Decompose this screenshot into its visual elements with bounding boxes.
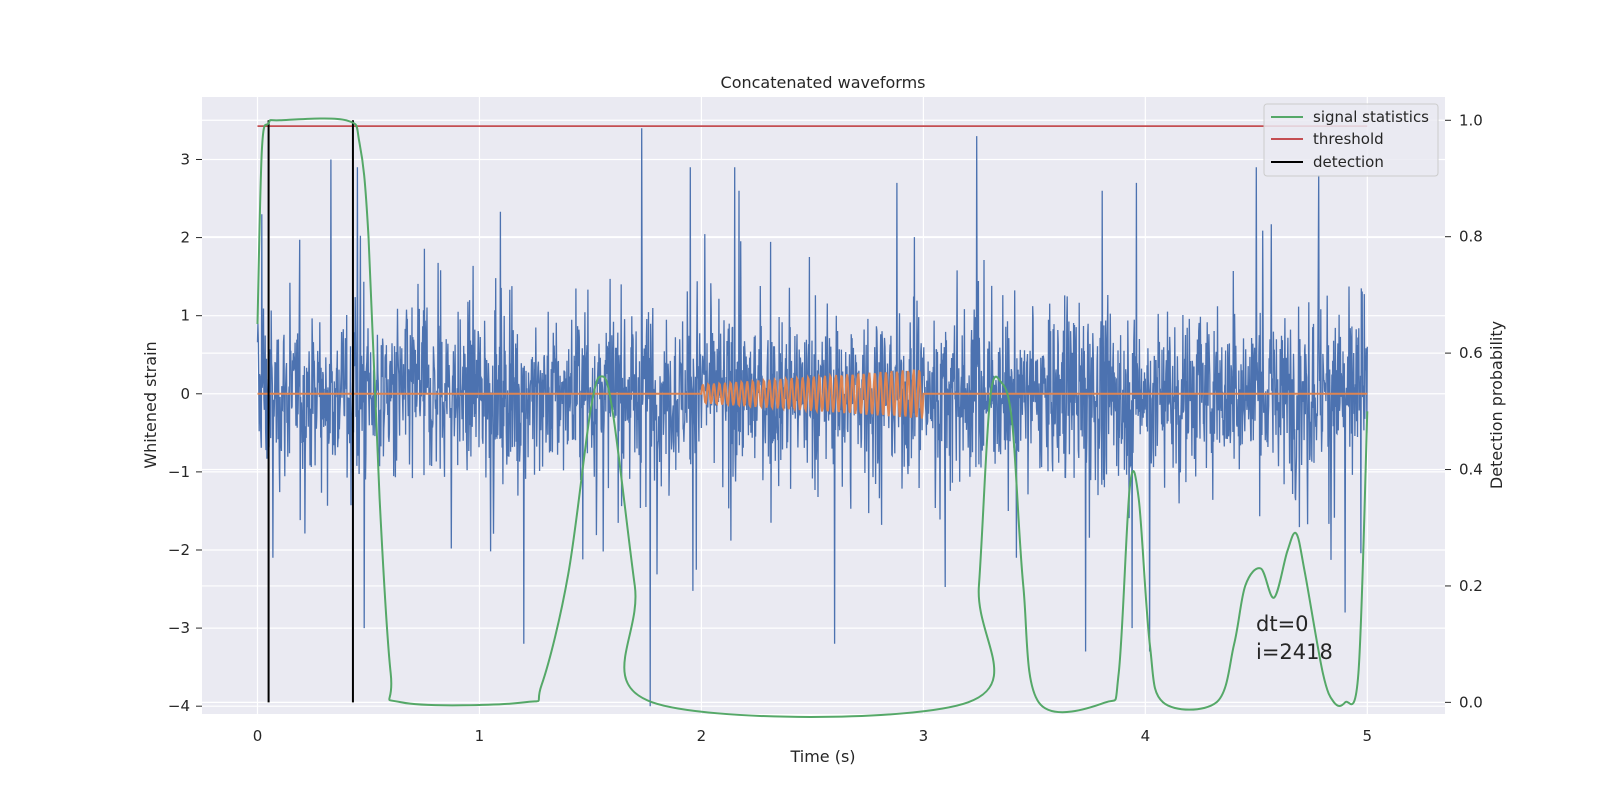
y2-tick-label: 0.8	[1459, 228, 1483, 246]
y2-tick-label: 0.4	[1459, 461, 1483, 479]
y2-tick-label: 0.6	[1459, 344, 1483, 362]
x-tick-label: 2	[697, 727, 707, 745]
data-layer	[256, 117, 1369, 718]
chart-title: Concatenated waveforms	[721, 73, 926, 92]
x-tick-label: 3	[919, 727, 929, 745]
y2-tick-label: 1.0	[1459, 111, 1483, 129]
x-tick-label: 5	[1363, 727, 1373, 745]
x-tick-label: 1	[475, 727, 485, 745]
legend-label-statistics: signal statistics	[1313, 108, 1429, 126]
y-tick-label: −2	[168, 541, 190, 559]
y2-tick-label: 0.0	[1459, 693, 1483, 711]
y2-tick-label: 0.2	[1459, 577, 1483, 595]
axes: 0 1 2 3 4 5 −4 −3 −2 −1 0 1 2 3 0.0 0.2 0.4 0.6 0.8 1.0	[168, 111, 1483, 745]
y-tick-label: −3	[168, 619, 190, 637]
y-tick-label: −4	[168, 697, 190, 715]
legend-label-detection: detection	[1313, 153, 1384, 171]
y-tick-label: 2	[180, 229, 190, 247]
annotation-dt: dt=0	[1256, 612, 1309, 636]
x-tick-label: 4	[1141, 727, 1151, 745]
annotation-index: i=2418	[1256, 640, 1333, 664]
y-tick-label: 0	[180, 385, 190, 403]
x-axis-label: Time (s)	[789, 747, 855, 766]
y-tick-label: 1	[180, 307, 190, 325]
legend: signal statistics threshold detection	[1263, 103, 1439, 177]
legend-box	[1263, 103, 1439, 177]
y2-axis-label: Detection probability	[1487, 321, 1506, 489]
y-axis-label: Whitened strain	[141, 341, 160, 468]
signal-series-line	[257, 369, 1368, 419]
y-tick-label: 3	[180, 150, 190, 168]
y-tick-label: −1	[168, 463, 190, 481]
legend-label-threshold: threshold	[1313, 130, 1384, 148]
statistics-series-line	[256, 117, 1369, 718]
x-tick-label: 0	[253, 727, 263, 745]
noise-series-line	[256, 128, 1368, 707]
